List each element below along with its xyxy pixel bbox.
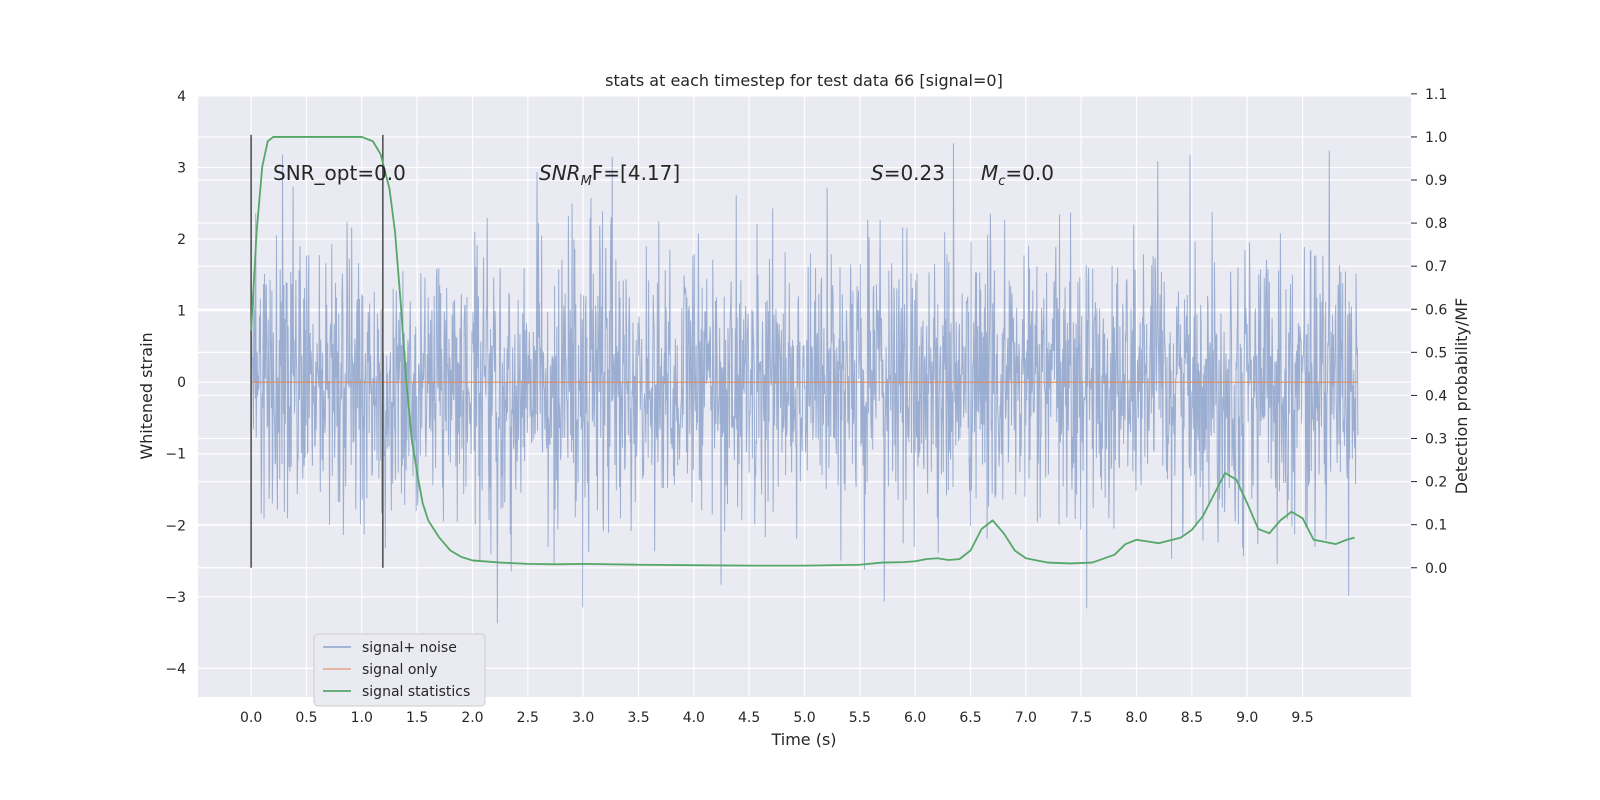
- annotation-mc: Mc=0.0: [981, 161, 1054, 189]
- legend-box: [313, 633, 486, 707]
- x-tick-label: 0.5: [295, 710, 317, 726]
- x-tick-label: 9.0: [1236, 710, 1258, 726]
- x-tick-label: 3.0: [572, 710, 594, 726]
- x-tick-label: 7.5: [1070, 710, 1092, 726]
- legend-label-signal-statistics: signal statistics: [362, 684, 470, 700]
- mc-value: =0.0: [1005, 161, 1054, 185]
- y2-axis-ticks: 1.1 1.0 0.9 0.8 0.7 0.6 0.5 0.4 0.3 0.2 0.1 0.0: [1411, 87, 1447, 577]
- y-tick-label: 2: [177, 232, 186, 248]
- mc-symbol: M: [981, 161, 998, 185]
- line-signal-noise: [250, 143, 1359, 624]
- marker-lines: [250, 134, 384, 568]
- x-tick-label: 1.5: [406, 710, 428, 726]
- mc-subscript: c: [998, 174, 1005, 189]
- chart-title: stats at each timestep for test data 66 …: [605, 71, 1003, 90]
- series-signal-noise: [250, 143, 1359, 624]
- y-tick-label: −3: [165, 590, 186, 606]
- y2-axis-label: Detection probability/MF: [1452, 298, 1471, 495]
- x-tick-label: 3.5: [627, 710, 649, 726]
- y2-tick-label: 0.8: [1425, 216, 1447, 232]
- x-tick-label: 4.0: [683, 710, 705, 726]
- y2-tick-label: 0.1: [1425, 518, 1447, 534]
- y2-tick-label: 0.0: [1425, 561, 1447, 577]
- snr-mf-symbol: SNR: [539, 161, 581, 185]
- legend-label-signal-only: signal only: [362, 662, 437, 678]
- s-value: =0.23: [884, 161, 945, 185]
- y-tick-label: −4: [165, 661, 186, 677]
- annotation-s: S=0.23: [871, 161, 945, 185]
- x-tick-label: 2.0: [461, 710, 483, 726]
- x-tick-label: 7.0: [1015, 710, 1037, 726]
- y2-tick-label: 1.0: [1425, 130, 1447, 146]
- series-signal-statistics: [250, 136, 1355, 567]
- y-tick-label: 4: [177, 89, 186, 105]
- x-tick-label: 8.0: [1125, 710, 1147, 726]
- s-symbol: S: [871, 161, 884, 185]
- x-axis-label: Time (s): [770, 730, 836, 749]
- x-tick-label: 0.0: [240, 710, 262, 726]
- y2-tick-label: 0.6: [1425, 302, 1447, 318]
- x-tick-label: 6.0: [904, 710, 926, 726]
- annotation-snr-mf: SNRMF=[4.17]: [539, 161, 680, 189]
- y2-tick-label: 0.3: [1425, 432, 1447, 448]
- x-tick-label: 5.5: [849, 710, 871, 726]
- y2-tick-label: 0.7: [1425, 259, 1447, 275]
- y2-tick-label: 0.4: [1425, 388, 1447, 404]
- x-tick-label: 6.5: [959, 710, 981, 726]
- y-tick-label: 1: [177, 304, 186, 320]
- y-tick-label: −1: [165, 447, 186, 463]
- x-tick-label: 8.5: [1181, 710, 1203, 726]
- x-tick-label: 2.5: [517, 710, 539, 726]
- y2-tick-label: 0.9: [1425, 173, 1447, 189]
- y-axis-label: Whitened strain: [137, 332, 156, 459]
- annotation-snr-opt: SNR_opt=0.0: [273, 161, 406, 185]
- y-axis-ticks: 4 3 2 1 0 −1 −2 −3 −4: [165, 89, 186, 677]
- y-tick-label: 0: [177, 375, 186, 391]
- x-tick-label: 9.5: [1291, 710, 1313, 726]
- y2-tick-label: 1.1: [1425, 87, 1447, 103]
- line-signal-statistics: [250, 136, 1355, 567]
- x-axis-ticks: 0.0 0.5 1.0 1.5 2.0 2.5 3.0 3.5 4.0 4.5 5.0 5.5 6.0 6…: [240, 710, 1314, 726]
- x-tick-label: 1.0: [351, 710, 373, 726]
- legend: signal+ noise signal only signal statist…: [313, 633, 486, 707]
- y2-tick-label: 0.5: [1425, 345, 1447, 361]
- legend-label-signal-noise: signal+ noise: [362, 640, 457, 656]
- snr-mf-subscript: M: [581, 174, 592, 189]
- x-tick-label: 5.0: [793, 710, 815, 726]
- y-tick-label: 3: [177, 161, 186, 177]
- y-tick-label: −2: [165, 518, 186, 534]
- y2-tick-label: 0.2: [1425, 475, 1447, 491]
- snr-mf-value: F=[4.17]: [592, 161, 680, 185]
- x-tick-label: 4.5: [738, 710, 760, 726]
